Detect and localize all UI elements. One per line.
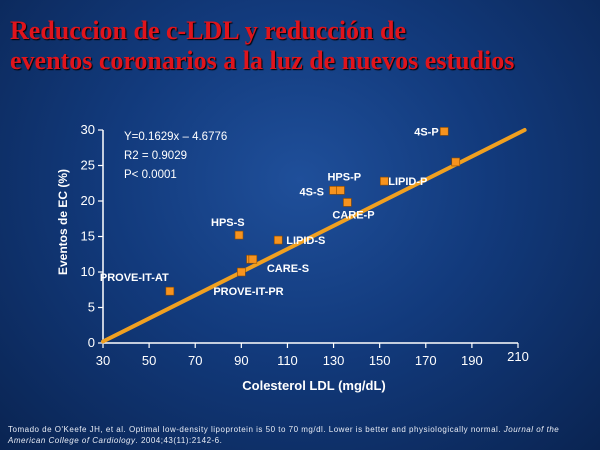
regression-stats: Y=0.1629x – 4.6776 R2 = 0.9029 P< 0.0001	[124, 131, 227, 181]
data-point-label: CARE-S	[267, 263, 309, 275]
regression-stat-line: Y=0.1629x – 4.6776	[124, 131, 227, 143]
slide-title-line-1: Reduccion de c-LDL y reducción de	[10, 16, 407, 45]
x-tick-label: 210	[507, 349, 529, 364]
data-point-label: HPS-P	[327, 171, 361, 183]
y-tick-label: 20	[81, 193, 95, 208]
chart-axes: 0 5 10 15 20 25 30 30 50 70 90 110 130 150 170 190 210	[81, 122, 529, 368]
citation-footnote: Tomado de O'Keefe JH, et al. Optimal low…	[8, 424, 596, 446]
x-tick-label: 70	[188, 353, 202, 368]
y-tick-label: 0	[88, 335, 95, 350]
citation-journal: Journal of the American College of Cardi…	[8, 425, 560, 445]
y-tick-label: 10	[81, 264, 95, 279]
data-point-label: LIPID-S	[286, 235, 325, 247]
x-axis-label: Colesterol LDL (mg/dL)	[242, 378, 385, 393]
data-point-marker	[273, 235, 283, 245]
x-tick-label: 110	[277, 353, 298, 368]
citation-text: Tomado de O'Keefe JH, et al. Optimal low…	[8, 425, 504, 434]
x-tick-label: 190	[461, 353, 483, 368]
x-tick-label: 170	[415, 353, 437, 368]
data-point-label: 4S-S	[300, 186, 324, 198]
y-axis-label: Eventos de EC (%)	[56, 169, 70, 275]
x-tick-label: 130	[323, 353, 345, 368]
x-tick-label: 30	[96, 353, 110, 368]
regression-stat-line: R2 = 0.9029	[124, 150, 187, 162]
x-tick-label: 50	[142, 353, 156, 368]
x-tick-label: 150	[369, 353, 391, 368]
regression-stat-line: P< 0.0001	[124, 169, 177, 181]
data-point-marker	[248, 254, 258, 264]
data-point-marker	[237, 267, 246, 277]
data-point-label: PROVE-IT-AT	[100, 272, 169, 284]
data-point-marker	[234, 230, 244, 240]
citation-reference: . 2004;43(11):2142-6.	[135, 436, 223, 445]
slide-title: Reduccion de c-LDL y reducción de evento…	[10, 16, 595, 76]
data-point-label: PROVE-IT-PR	[213, 286, 283, 298]
data-point-marker	[343, 198, 352, 207]
data-point-label: 4S-P	[414, 126, 438, 138]
data-point-marker	[165, 286, 175, 296]
slide-title-line-2: eventos coronarios a la luz de nuevos es…	[10, 46, 515, 75]
data-point-marker	[451, 157, 461, 167]
y-tick-label: 25	[81, 158, 95, 173]
y-tick-label: 15	[81, 229, 95, 244]
data-point-label: HPS-S	[211, 217, 245, 229]
data-points-group: PROVE-IT-AT PROVE-IT-PR HPS-S LIPID-S CARE-S…	[100, 126, 461, 298]
data-point-marker	[336, 186, 345, 195]
data-point-marker	[439, 127, 449, 136]
data-point-label: CARE-P	[332, 209, 374, 221]
x-tick-label: 90	[234, 353, 248, 368]
data-point-label: LIPID-P	[388, 176, 427, 188]
data-point-marker	[379, 176, 389, 186]
y-tick-label: 30	[81, 122, 95, 137]
y-tick-label: 5	[88, 300, 95, 315]
